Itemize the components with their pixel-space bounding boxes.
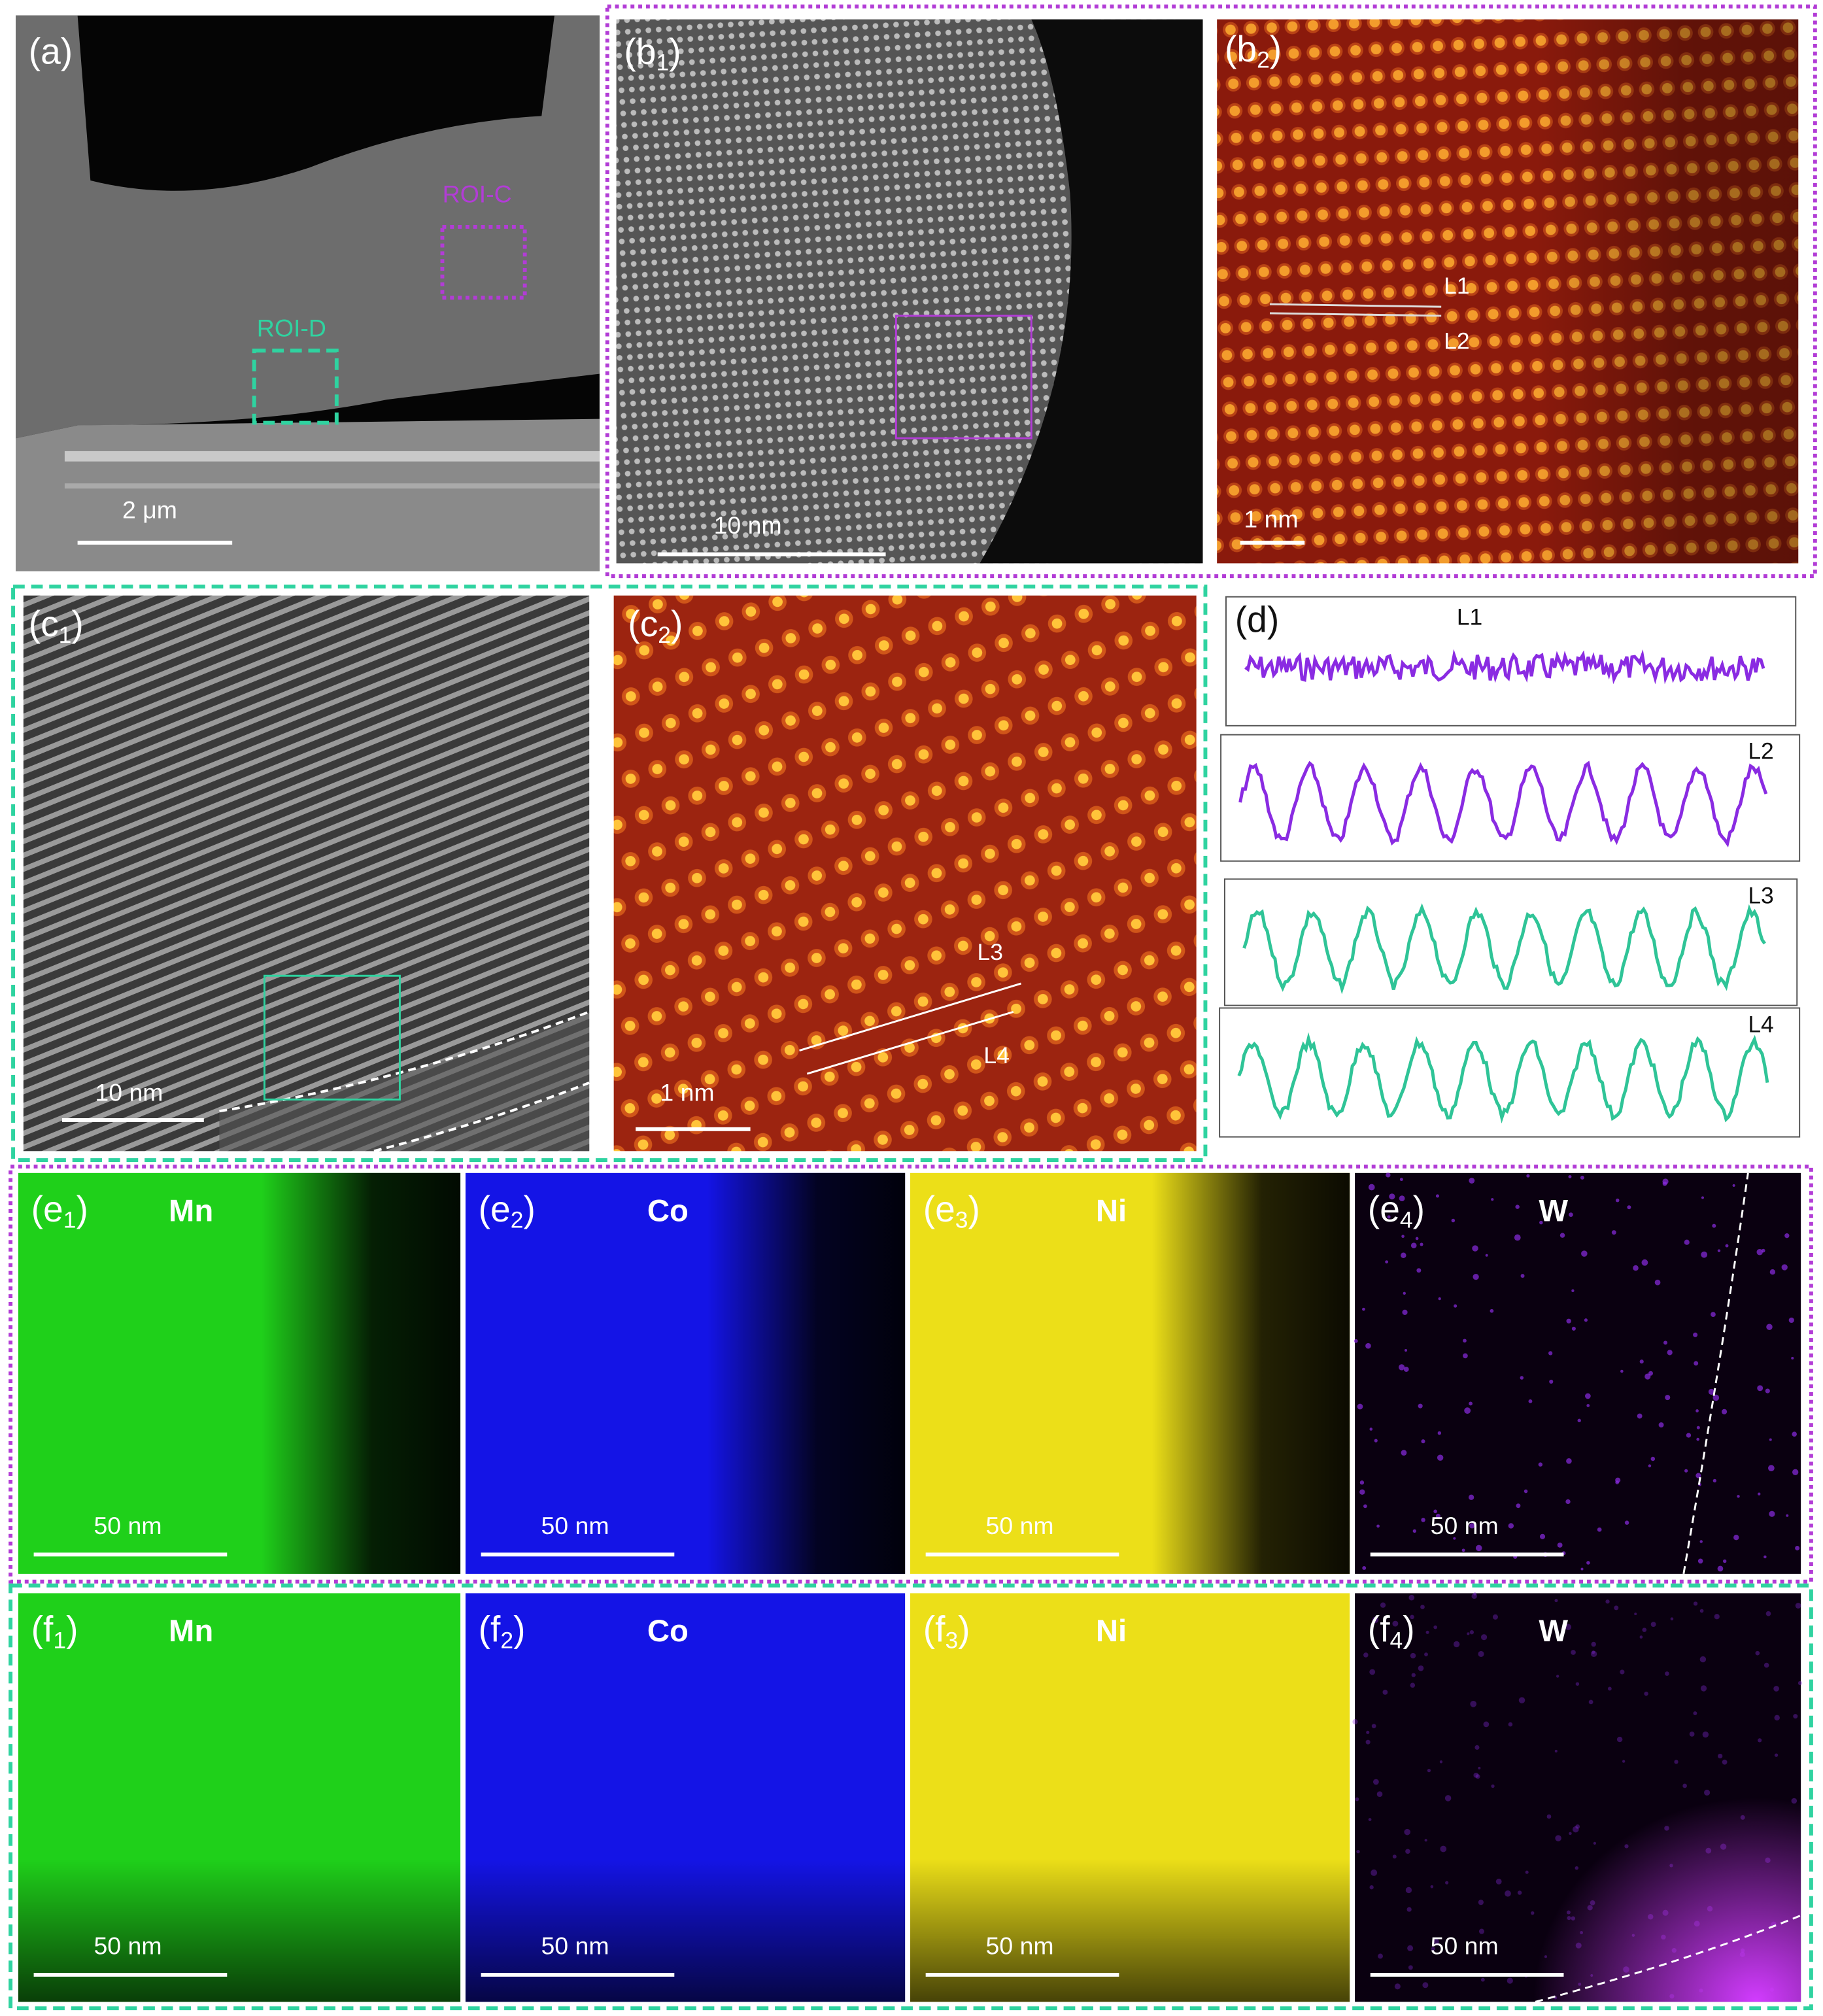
line-label: L4: [983, 1042, 1009, 1068]
profile-label: L2: [1748, 738, 1773, 764]
roi-label: ROI-C: [443, 180, 512, 208]
element-name: Mn: [169, 1614, 213, 1649]
element-name: Mn: [169, 1193, 213, 1228]
panel-label: (a): [29, 31, 73, 71]
element-name: Ni: [1096, 1193, 1127, 1228]
boundary: [373, 1081, 590, 1153]
scale-label: 50 nm: [1431, 1932, 1499, 1959]
map-shade: [465, 1593, 906, 2002]
line-label: L2: [1444, 328, 1469, 354]
boundary: [219, 1010, 590, 1113]
scale-label: 10 nm: [95, 1078, 163, 1106]
boundary: [1682, 1172, 1749, 1575]
element-maps: (e1) Mn 50 nm (e2) Co 50 nm (e3) Ni 50 nm (e4) W 50…: [18, 1172, 1803, 2003]
panel-label: (c2): [628, 604, 683, 649]
profile-box: [1224, 878, 1798, 1006]
frame: [9, 1165, 1813, 1584]
roi-label: ROI-D: [257, 315, 326, 342]
panel-label: (e1): [31, 1189, 88, 1234]
panel-label: (b1): [624, 31, 681, 76]
frame: [11, 584, 1208, 1163]
panel-label: (e4): [1368, 1189, 1425, 1234]
image-c2: [613, 595, 1197, 1152]
panel-label: (c1): [29, 604, 84, 649]
profile-label: L3: [1748, 882, 1773, 908]
scale-label: 1 nm: [660, 1078, 714, 1106]
shade: [1217, 19, 1799, 564]
profile-line: [799, 982, 1021, 1051]
boundary: [1535, 1914, 1801, 2003]
element-map: [1355, 1172, 1801, 1574]
layer: [64, 483, 600, 489]
substrate: [15, 419, 600, 572]
profiles: L1 L2 L3 L4: [1219, 596, 1801, 1138]
profile-line: [1269, 303, 1442, 308]
map-shade: [18, 1172, 461, 1574]
map-shade: [910, 1172, 1350, 1574]
profile-line: [1269, 312, 1442, 317]
element-name: Co: [647, 1193, 689, 1228]
map-shade: [18, 1593, 461, 2002]
roi-box: [252, 349, 339, 425]
roi-box: [894, 315, 1032, 439]
element-name: W: [1539, 1193, 1568, 1228]
panel-label: (f1): [31, 1609, 78, 1654]
scale-label: 1 nm: [1244, 505, 1298, 532]
scale-label: 50 nm: [94, 1932, 162, 1959]
profile-trace: [1242, 903, 1766, 995]
panel-label: (d): [1235, 600, 1279, 640]
scale-label: 50 nm: [1431, 1512, 1499, 1539]
panel-label: (f2): [479, 1609, 526, 1654]
scale-label: 50 nm: [541, 1512, 609, 1539]
map-shade: [910, 1593, 1350, 2002]
panel-label: (e3): [923, 1189, 980, 1234]
line-label: L1: [1444, 273, 1469, 299]
roi-box: [263, 974, 401, 1101]
scale-label: 50 nm: [986, 1932, 1054, 1959]
element-name: Ni: [1096, 1614, 1127, 1649]
scale-label: 10 nm: [714, 511, 782, 539]
element-name: Co: [647, 1614, 689, 1649]
line-label: L3: [978, 939, 1003, 965]
particle: [15, 15, 600, 439]
profile-box: [1219, 1007, 1801, 1138]
panel-label: (e2): [479, 1189, 536, 1234]
scale-label: 50 nm: [94, 1512, 162, 1539]
profile-trace: [1237, 1032, 1769, 1124]
panel-label: (f4): [1368, 1609, 1415, 1654]
surface-layer: [219, 1012, 590, 1152]
scale-label: 2 μm: [122, 496, 177, 523]
map-shade: [465, 1172, 906, 1574]
scale-label: 50 nm: [541, 1932, 609, 1959]
profile-box: [1220, 734, 1801, 862]
profile-line: [806, 1010, 1014, 1075]
profile-trace: [1238, 760, 1768, 847]
profile-label: L1: [1457, 604, 1482, 630]
panel-label: (f3): [923, 1609, 970, 1654]
roi-box: [440, 224, 527, 300]
frame: [9, 1583, 1813, 2011]
panel-label: (b2): [1225, 28, 1282, 73]
map-glow: [1355, 1593, 1801, 2002]
profile-trace: [1244, 649, 1765, 685]
frame: [605, 4, 1817, 579]
profile-label: L4: [1748, 1011, 1773, 1037]
layer: [64, 451, 600, 462]
vacuum: [980, 19, 1203, 564]
scale-label: 50 nm: [986, 1512, 1054, 1539]
element-name: W: [1539, 1614, 1568, 1649]
